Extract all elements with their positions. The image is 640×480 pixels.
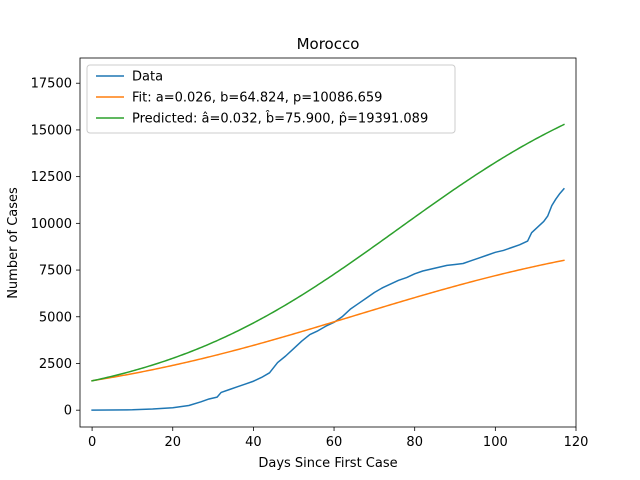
y-axis-label: Number of Cases bbox=[6, 187, 21, 299]
x-tick-label: 20 bbox=[164, 435, 181, 450]
x-axis-label: Days Since First Case bbox=[258, 456, 397, 471]
axes: 0 20 40 60 80 100 120 0 2500 5000 7500 10000 12500 15… bbox=[31, 57, 589, 450]
y-tick-label: 0 bbox=[64, 404, 72, 419]
legend-label-1: Fit: a=0.026, b=64.824, p=10086.659 bbox=[132, 91, 382, 106]
x-tick-label: 40 bbox=[245, 435, 262, 450]
y-tick-label: 7500 bbox=[39, 264, 72, 279]
y-tick-label: 10000 bbox=[31, 217, 72, 232]
y-tick-label: 2500 bbox=[39, 357, 72, 372]
legend-label-2: Predicted: â=0.032, b̂=75.900, p̂=19391.… bbox=[132, 111, 428, 126]
y-tick-label: 5000 bbox=[39, 310, 72, 325]
x-tick-label: 100 bbox=[483, 435, 508, 450]
series-line-0 bbox=[91, 187, 565, 411]
y-tick-label: 17500 bbox=[31, 77, 72, 92]
series-line-1 bbox=[91, 259, 565, 382]
legend-box bbox=[86, 64, 456, 134]
legend-label-0: Data bbox=[132, 70, 163, 85]
plot-area bbox=[91, 123, 565, 411]
x-tick-label: 60 bbox=[326, 435, 343, 450]
axes-frame bbox=[79, 57, 577, 428]
y-tick-label: 12500 bbox=[31, 170, 72, 185]
legend: Data Fit: a=0.026, b=64.824, p=10086.659 P… bbox=[86, 64, 456, 134]
chart-title: Morocco bbox=[297, 35, 360, 53]
x-tick-label: 120 bbox=[564, 435, 589, 450]
y-tick-label: 15000 bbox=[31, 123, 72, 138]
x-tick-label: 80 bbox=[406, 435, 423, 450]
x-tick-label: 0 bbox=[88, 435, 96, 450]
series-line-2 bbox=[91, 123, 565, 382]
